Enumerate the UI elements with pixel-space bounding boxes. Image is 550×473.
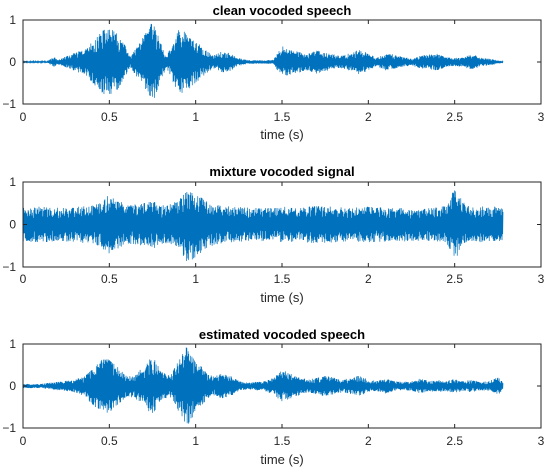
y-tick-label: 1	[9, 337, 16, 351]
x-tick-label: 2.5	[446, 272, 463, 286]
subplot-3: 0 0.5 1 1.5 2 2.5 3 −1 0 1 estimated vocoded speec…	[2, 327, 544, 467]
x-axis-label: time (s)	[260, 290, 303, 305]
y-tick-label: −1	[2, 421, 16, 435]
subplot-2: 0 0.5 1 1.5 2 2.5 3 −1 0 1 mixture vocoded signal t…	[2, 164, 544, 305]
x-tick-label: 2	[365, 434, 372, 448]
waveform-series	[22, 347, 504, 424]
x-tick-label: 2	[365, 272, 372, 286]
subplot-1: 0 0.5 1 1.5 2 2.5 3 −1 0 1 clean vocoded speech tim…	[2, 3, 544, 142]
subplot-title: mixture vocoded signal	[209, 164, 354, 179]
y-tick-label: 0	[9, 55, 16, 69]
x-tick-label: 0	[20, 434, 27, 448]
y-tick-label: 1	[9, 175, 16, 189]
waveform-series	[22, 190, 504, 262]
x-tick-label: 3	[538, 110, 545, 124]
x-tick-label: 0.5	[101, 110, 118, 124]
x-tick-label: 1	[192, 110, 199, 124]
x-tick-label: 1.5	[274, 434, 291, 448]
waveform-series	[22, 23, 504, 98]
x-tick-label: 3	[538, 434, 545, 448]
x-tick-label: 0	[20, 272, 27, 286]
x-tick-label: 0.5	[101, 272, 118, 286]
subplot-title: estimated vocoded speech	[199, 327, 365, 342]
y-tick-label: −1	[2, 260, 16, 274]
x-tick-label: 3	[538, 272, 545, 286]
x-tick-label: 2.5	[446, 434, 463, 448]
x-tick-label: 1.5	[274, 272, 291, 286]
x-tick-label: 2	[365, 110, 372, 124]
y-tick-label: −1	[2, 97, 16, 111]
x-tick-label: 0	[20, 110, 27, 124]
y-tick-label: 0	[9, 379, 16, 393]
y-tick-label: 1	[9, 13, 16, 27]
x-tick-label: 0.5	[101, 434, 118, 448]
x-tick-label: 1	[192, 434, 199, 448]
y-tick-label: 0	[9, 218, 16, 232]
subplot-title: clean vocoded speech	[213, 3, 352, 18]
x-axis-label: time (s)	[260, 452, 303, 467]
x-tick-label: 1	[192, 272, 199, 286]
x-axis-label: time (s)	[260, 127, 303, 142]
x-tick-label: 1.5	[274, 110, 291, 124]
x-tick-label: 2.5	[446, 110, 463, 124]
